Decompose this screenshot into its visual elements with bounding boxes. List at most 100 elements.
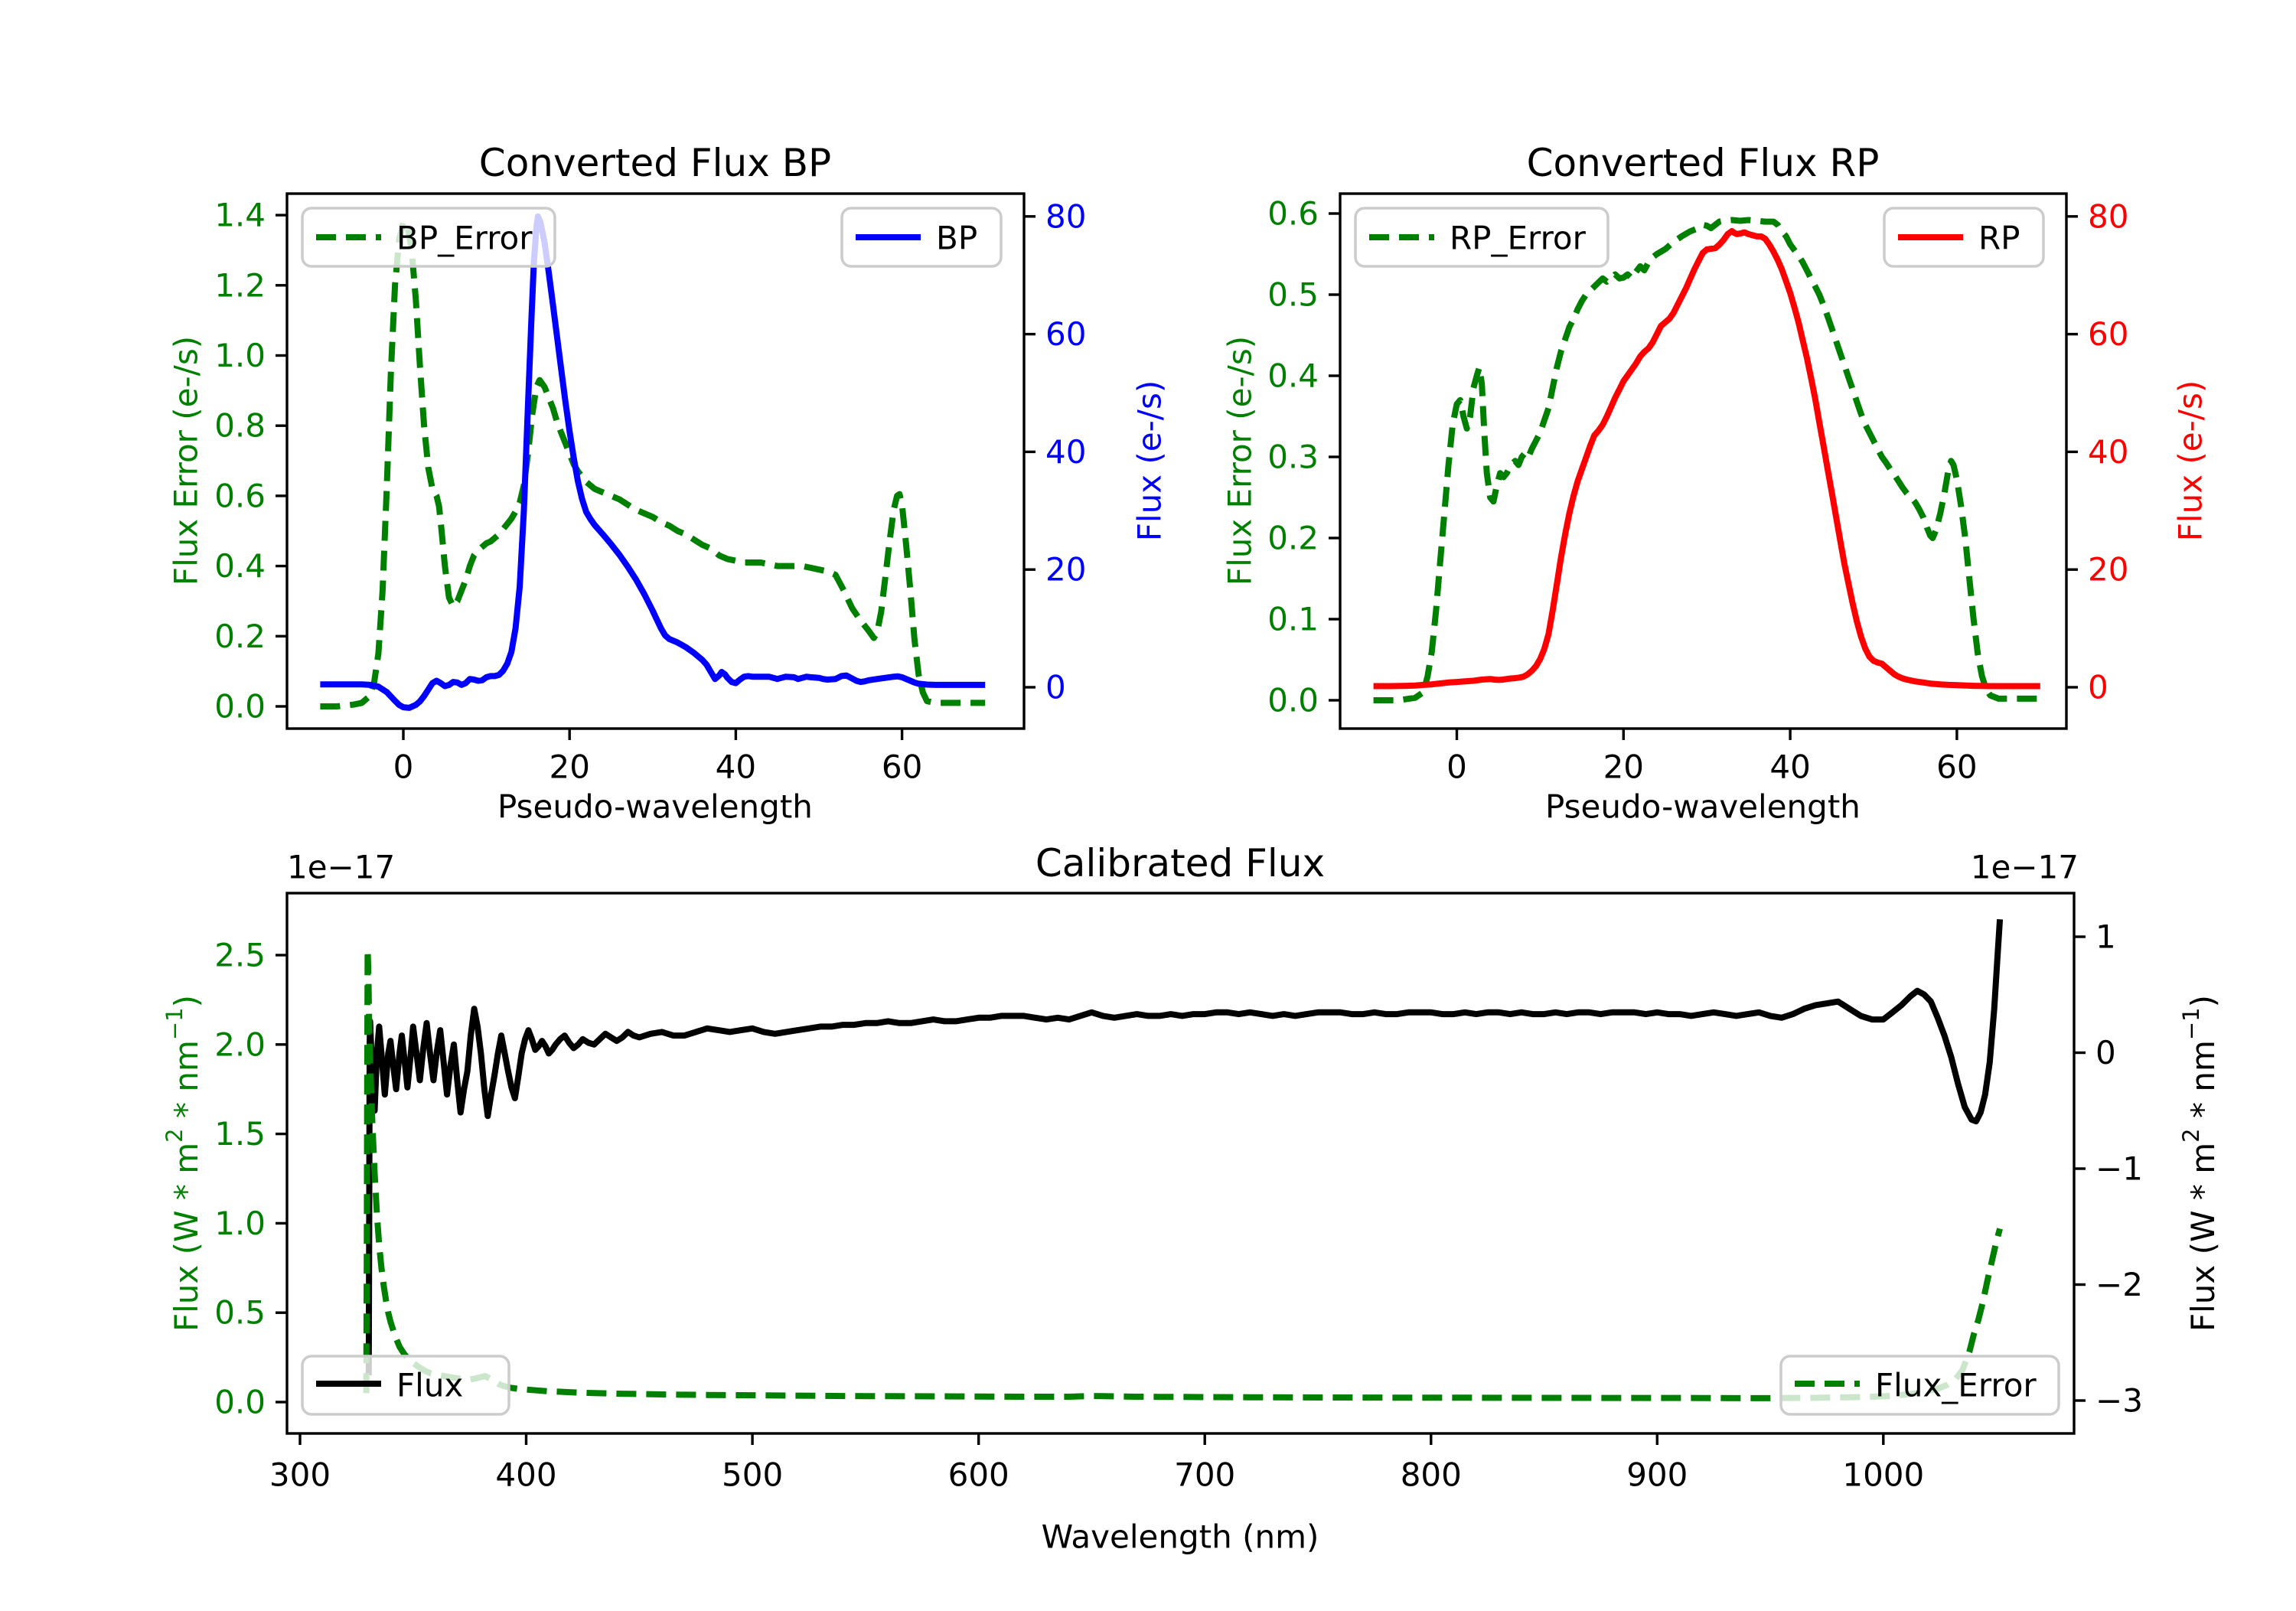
tick-label: 1.0 <box>214 337 266 374</box>
rp-legend-label: RP <box>1978 220 2020 257</box>
bp-chart-title: Converted Flux BP <box>479 141 831 185</box>
tick-label: 0 <box>393 748 414 786</box>
tick-label: 500 <box>722 1456 783 1494</box>
tick-label: 1.0 <box>214 1205 266 1242</box>
tick-label: 60 <box>882 748 922 786</box>
flux-legend-box <box>301 1355 510 1416</box>
chart-calibrated-flux: Calibrated Flux 1e−17 1e−17 300 400 500 600… <box>161 841 2222 1556</box>
tick-label: 60 <box>1045 315 1086 353</box>
rp-error-series-line <box>1373 217 2040 703</box>
tick-label: 20 <box>1603 748 1644 786</box>
rp-axes-spine <box>1339 192 2068 730</box>
tick-label: 40 <box>1769 748 1810 786</box>
tick-label: 1.4 <box>214 197 266 234</box>
flux-error-legend-label: Flux_Error <box>1875 1367 2037 1404</box>
tick-label: 0.5 <box>214 1294 266 1332</box>
tick-label: 1.2 <box>214 266 266 304</box>
rp-error-legend-label: RP_Error <box>1450 220 1587 257</box>
tick-label: 40 <box>2088 433 2128 471</box>
bp-legend: BP <box>840 207 1003 268</box>
tick-label: 600 <box>948 1456 1009 1494</box>
tick-label: 0.2 <box>1267 520 1319 557</box>
tick-label: 2.0 <box>214 1026 266 1063</box>
chart-converted-flux-rp: Converted Flux RP 0 20 40 60 0.0 0.1 0.2 0.3 0.4… <box>1221 141 2210 826</box>
bp-yaxis-right-label: Flux (e-/s) <box>1131 380 1169 541</box>
chart-converted-flux-bp: Converted Flux BP 0 20 40 60 0.0 0.2 0.4 0.6 0.8… <box>168 141 1169 826</box>
tick-label: −1 <box>2095 1150 2143 1188</box>
calibrated-xaxis-label: Wavelength (nm) <box>1042 1518 1319 1556</box>
tick-label: 300 <box>269 1456 331 1494</box>
tick-label: 20 <box>1045 551 1086 589</box>
flux-legend: Flux <box>301 1355 510 1416</box>
flux-error-legend-box <box>1779 1355 2060 1416</box>
bp-axes-spine <box>285 192 1026 730</box>
tick-label: 40 <box>716 748 756 786</box>
tick-label: 0.6 <box>214 477 266 514</box>
rp-ticks: 0 20 40 60 0.0 0.1 0.2 0.3 0.4 0.5 0.6 0 20 40 60 80 <box>1267 195 2128 786</box>
tick-label: −3 <box>2095 1382 2143 1420</box>
tick-label: 0 <box>1446 748 1467 786</box>
bp-legend-label: BP <box>936 220 977 257</box>
tick-label: 2.5 <box>214 937 266 974</box>
rp-legend-box <box>1883 207 2045 268</box>
rp-error-legend-box <box>1354 207 1609 268</box>
calibrated-chart-title: Calibrated Flux <box>1035 841 1325 885</box>
calibrated-ticks: 300 400 500 600 700 800 900 1000 0.0 0.5 1.0 1.5 2.0… <box>214 918 2143 1494</box>
tick-label: −2 <box>2095 1266 2143 1303</box>
bp-series-line <box>320 213 986 711</box>
tick-label: 1.5 <box>214 1115 266 1153</box>
tick-label: 0.2 <box>214 618 266 655</box>
tick-label: 0.4 <box>1267 357 1319 395</box>
rp-yaxis-right-label: Flux (e-/s) <box>2172 380 2210 541</box>
tick-label: 0.0 <box>214 688 266 726</box>
tick-label: 20 <box>2088 551 2128 589</box>
bp-legend-box <box>840 207 1003 268</box>
tick-label: 80 <box>2088 197 2128 235</box>
tick-label: 0 <box>2095 1034 2116 1071</box>
bp-error-legend-box <box>301 207 556 268</box>
tick-label: 0.3 <box>1267 439 1319 476</box>
tick-label: 1000 <box>1842 1456 1924 1494</box>
tick-label: 20 <box>549 748 589 786</box>
tick-label: 1 <box>2095 918 2116 956</box>
calibrated-axes-spine <box>285 892 2076 1435</box>
tick-label: 60 <box>1936 748 1977 786</box>
tick-label: 400 <box>495 1456 556 1494</box>
bp-ticks: 0 20 40 60 0.0 0.2 0.4 0.6 0.8 1.0 1.2 1.4 0 20 40 60 80 <box>214 197 1086 786</box>
flux-error-legend: Flux_Error <box>1779 1355 2060 1416</box>
tick-label: 0 <box>1045 669 1066 706</box>
tick-label: 0.6 <box>1267 195 1319 233</box>
rp-chart-title: Converted Flux RP <box>1527 141 1880 185</box>
tick-label: 40 <box>1045 433 1086 471</box>
rp-xaxis-label: Pseudo-wavelength <box>1545 788 1861 826</box>
flux-series-line <box>365 919 2004 1376</box>
bp-xaxis-label: Pseudo-wavelength <box>497 788 813 826</box>
tick-label: 700 <box>1174 1456 1235 1494</box>
bp-error-legend: BP_Error <box>301 207 556 268</box>
tick-label: 0.8 <box>214 407 266 445</box>
tick-label: 800 <box>1401 1456 1462 1494</box>
rp-error-legend: RP_Error <box>1354 207 1609 268</box>
rp-yaxis-left-label: Flux Error (e-/s) <box>1221 336 1259 585</box>
rp-series-line <box>1373 228 2040 690</box>
bp-error-series-line <box>320 219 986 709</box>
tick-label: 0.5 <box>1267 276 1319 314</box>
tick-label: 0.1 <box>1267 601 1319 638</box>
tick-label: 900 <box>1626 1456 1688 1494</box>
flux-legend-label: Flux <box>396 1367 463 1404</box>
tick-label: 0.4 <box>214 547 266 585</box>
bp-error-legend-label: BP_Error <box>396 220 533 257</box>
rp-legend: RP <box>1883 207 2045 268</box>
tick-label: 60 <box>2088 315 2128 353</box>
left-axis-offset-text: 1e−17 <box>287 849 395 886</box>
tick-label: 0.0 <box>1267 682 1319 719</box>
tick-label: 0.0 <box>214 1384 266 1421</box>
calibrated-yaxis-left-label: Flux (W * m2 * nm−1) <box>161 995 205 1332</box>
tick-label: 80 <box>1045 197 1086 235</box>
right-axis-offset-text: 1e−17 <box>1971 849 2079 886</box>
tick-label: 0 <box>2088 669 2108 706</box>
bp-yaxis-left-label: Flux Error (e-/s) <box>168 336 205 585</box>
calibrated-yaxis-right-label: Flux (W * m2 * nm−1) <box>2178 995 2222 1332</box>
